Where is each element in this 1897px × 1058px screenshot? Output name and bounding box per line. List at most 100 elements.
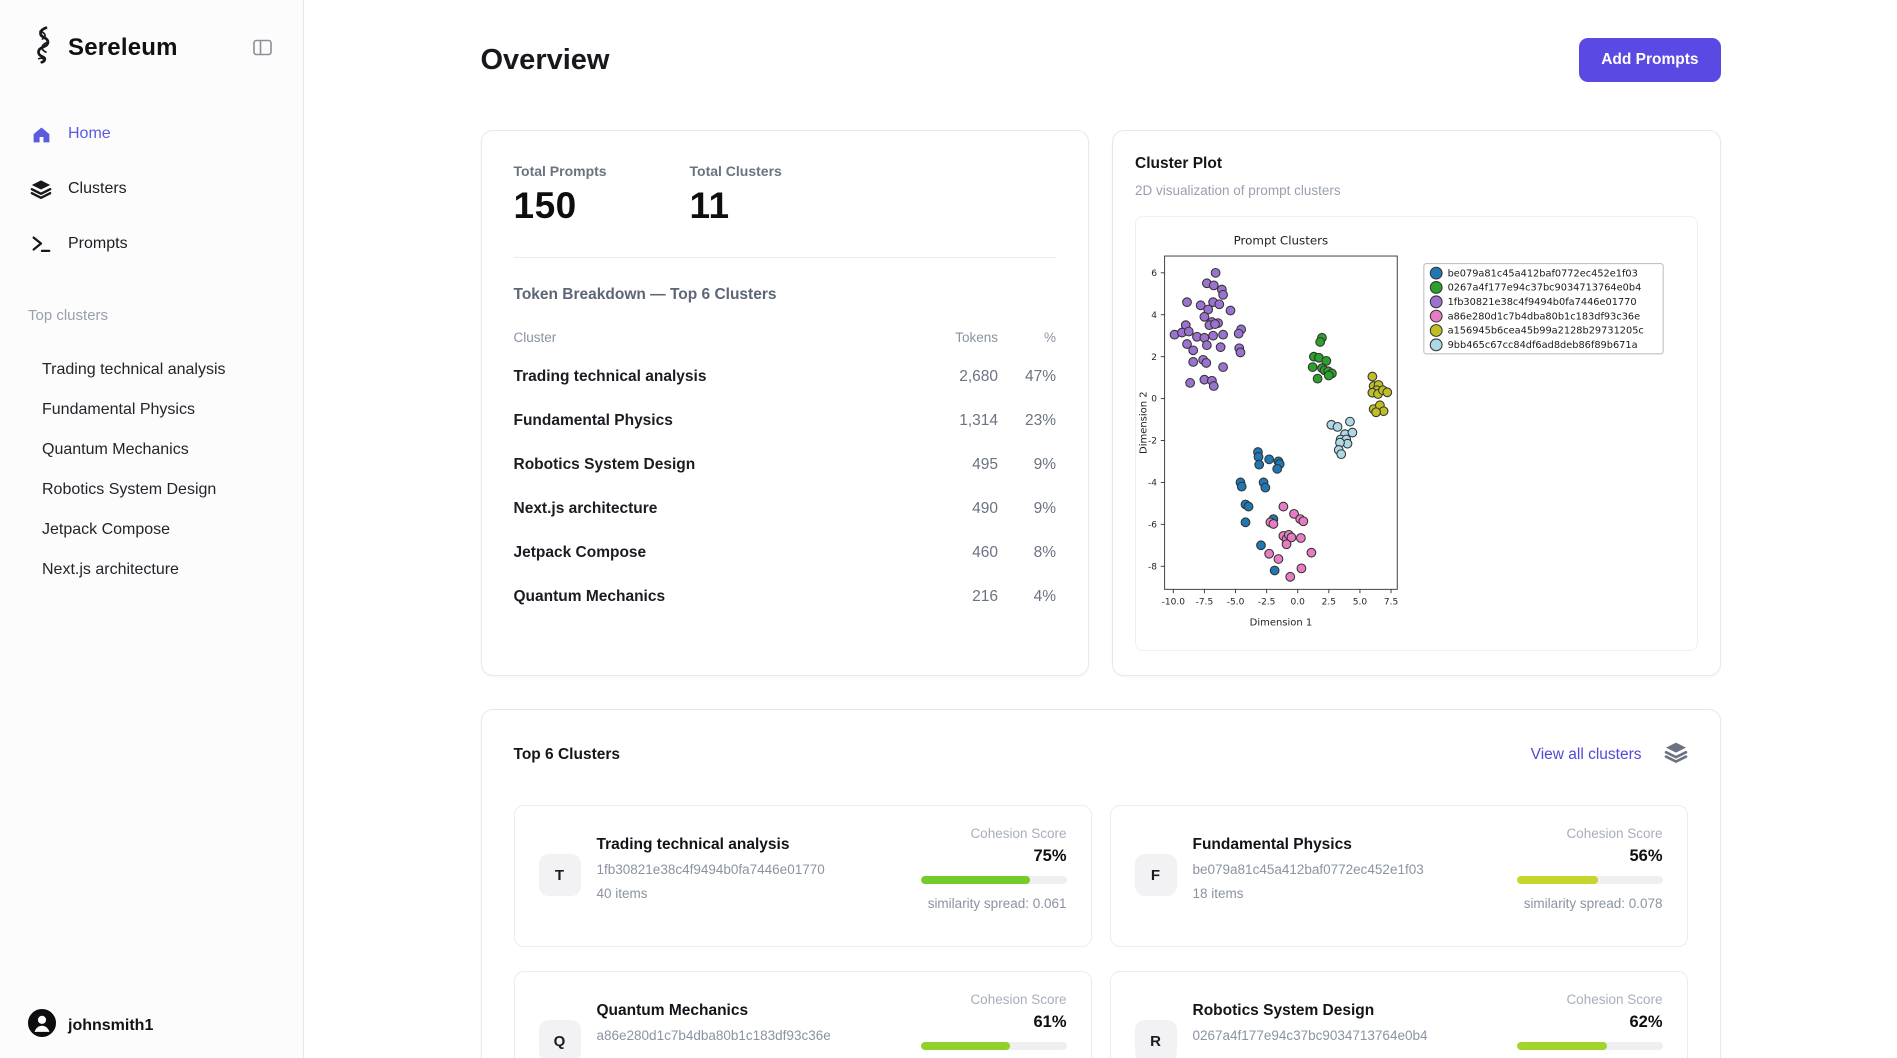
similarity-spread: similarity spread: 0.078 xyxy=(1523,896,1663,912)
scatter-point xyxy=(1281,539,1292,550)
cohesion-progress-fill xyxy=(1516,1042,1608,1051)
sidebar-item-label: Clusters xyxy=(68,180,127,197)
total-prompts-stat: Total Prompts 150 xyxy=(514,163,690,227)
table-row: Jetpack Compose 460 8% xyxy=(514,531,1057,575)
top-clusters-label: Top clusters xyxy=(28,307,109,324)
cluster-summary-card[interactable]: T Trading technical analysis 1fb30821e38… xyxy=(513,805,1092,948)
scatter-point xyxy=(1256,540,1266,551)
cohesion-progress-bar xyxy=(1516,876,1663,885)
brand-row: Sereleum xyxy=(28,26,275,69)
cluster-card-name: Quantum Mechanics xyxy=(596,1002,749,1020)
page-title: Overview xyxy=(480,43,610,76)
x-tick-label: -10.0 xyxy=(1162,598,1186,608)
scatter-point xyxy=(1306,547,1317,558)
col-percent: % xyxy=(1043,330,1056,345)
layers-icon xyxy=(1664,740,1688,769)
cluster-summary-card[interactable]: Q Quantum Mechanics a86e280d1c7b4dba80b1… xyxy=(513,971,1092,1058)
terminal-icon xyxy=(30,233,52,255)
cluster-tokens: 1,314 xyxy=(959,412,998,429)
y-tick-label: -4 xyxy=(1148,479,1157,489)
col-cluster: Cluster xyxy=(513,330,557,345)
legend-box xyxy=(1423,263,1664,355)
scatter-point xyxy=(1182,339,1192,349)
scatter-point xyxy=(1260,482,1271,493)
sidebar-item-label: Prompts xyxy=(68,235,128,252)
scatter-point xyxy=(1285,571,1296,582)
cluster-summary-card[interactable]: R Robotics System Design 0267a4f177e94c3… xyxy=(1109,971,1688,1058)
legend-label: be079a81c45a412baf0772ec452e1f03 xyxy=(1448,268,1638,279)
top-clusters-card: Top 6 Clusters View all clusters T Tradi… xyxy=(480,709,1721,1058)
scatter-point xyxy=(1296,563,1307,574)
scatter-point xyxy=(1336,449,1347,460)
sidebar-nav: Home Clusters xyxy=(28,115,275,263)
home-icon xyxy=(30,123,52,145)
scatter-point xyxy=(1185,378,1196,388)
cluster-name: Jetpack Compose xyxy=(513,544,647,561)
cluster-plot-card: Cluster Plot 2D visualization of prompt … xyxy=(1112,130,1721,677)
sidebar-item-prompts[interactable]: Prompts xyxy=(28,225,275,263)
scatter-point xyxy=(1307,362,1318,373)
cluster-name: Next.js architecture xyxy=(513,500,658,517)
sidebar-cluster-item[interactable]: Trading technical analysis xyxy=(42,361,226,378)
scatter-point xyxy=(1278,501,1289,512)
scatter-point xyxy=(1243,501,1254,512)
cohesion-progress-bar xyxy=(920,876,1067,885)
sidebar-item-label: Home xyxy=(68,125,111,142)
scatter-point xyxy=(1182,297,1192,308)
cluster-avatar: R xyxy=(1134,1020,1177,1058)
y-axis-label: Dimension 2 xyxy=(1139,391,1150,454)
scatter-point xyxy=(1286,532,1297,543)
cluster-summary-card[interactable]: F Fundamental Physics be079a81c45a412baf… xyxy=(1109,805,1688,948)
sidebar-item-clusters[interactable]: Clusters xyxy=(28,170,275,208)
total-prompts-value: 150 xyxy=(513,185,577,226)
scatter-point xyxy=(1214,299,1225,310)
legend-label: a86e280d1c7b4dba80b1c183df93c36e xyxy=(1448,311,1641,322)
y-tick-label: 6 xyxy=(1151,269,1157,279)
view-all-clusters-link[interactable]: View all clusters xyxy=(1530,745,1642,763)
legend-label: a156945b6cea45b99a2128b29731205c xyxy=(1448,326,1644,337)
legend-marker xyxy=(1429,281,1443,294)
scatter-point xyxy=(1210,319,1220,330)
sidebar-cluster-item[interactable]: Next.js architecture xyxy=(42,561,179,578)
sidebar-cluster-item[interactable]: Fundamental Physics xyxy=(42,401,195,418)
sidebar-cluster-item[interactable]: Robotics System Design xyxy=(42,481,217,498)
cluster-card-id: be079a81c45a412baf0772ec452e1f03 xyxy=(1192,862,1424,878)
add-prompts-button[interactable]: Add Prompts xyxy=(1579,38,1721,82)
scatter-point xyxy=(1208,330,1219,341)
cluster-percent: 4% xyxy=(1033,588,1056,605)
main-area: Overview Add Prompts Total Prompts 150 T… xyxy=(304,0,1897,1058)
cluster-name: Quantum Mechanics xyxy=(513,588,666,605)
sidebar-item-home[interactable]: Home xyxy=(28,115,275,153)
scatter-point xyxy=(1264,454,1275,465)
cluster-tokens: 490 xyxy=(972,500,998,517)
cohesion-progress-bar xyxy=(920,1042,1067,1051)
sidebar-cluster-item[interactable]: Quantum Mechanics xyxy=(42,441,189,458)
sidebar-collapse-icon[interactable] xyxy=(250,35,275,60)
token-breakdown-title: Token Breakdown — Top 6 Clusters xyxy=(513,286,777,303)
legend-marker xyxy=(1429,324,1443,337)
scatter-point xyxy=(1208,280,1219,291)
cohesion-score-label: Cohesion Score xyxy=(970,992,1067,1008)
scatter-point xyxy=(1298,516,1309,527)
x-axis-label: Dimension 1 xyxy=(1250,617,1313,628)
cluster-tokens: 216 xyxy=(972,588,998,605)
scatter-point xyxy=(1199,311,1210,322)
cohesion-score-value: 62% xyxy=(1629,1013,1663,1032)
sidebar-cluster-item[interactable]: Jetpack Compose xyxy=(42,521,171,538)
scatter-point xyxy=(1235,347,1246,358)
legend-marker xyxy=(1429,295,1443,309)
table-row: Trading technical analysis 2,680 47% xyxy=(514,355,1057,399)
scatter-point xyxy=(1236,481,1247,492)
scatter-point xyxy=(1347,427,1358,438)
scatter-point xyxy=(1321,355,1332,366)
total-clusters-label: Total Clusters xyxy=(689,163,782,179)
cluster-avatar: F xyxy=(1134,854,1177,897)
x-tick-label: 2.5 xyxy=(1322,598,1336,608)
user-row[interactable]: johnsmith1 xyxy=(28,1009,153,1042)
cohesion-progress-fill xyxy=(1516,876,1599,885)
scatter-point xyxy=(1225,305,1236,316)
x-tick-label: 5.0 xyxy=(1353,598,1368,608)
y-tick-label: -6 xyxy=(1148,521,1157,531)
legend-label: 9bb465c67cc84df6ad8deb86f89b671a xyxy=(1448,340,1638,351)
x-tick-label: -7.5 xyxy=(1196,598,1214,608)
